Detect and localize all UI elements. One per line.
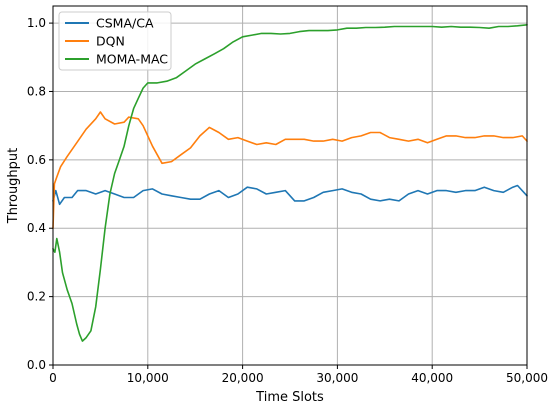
series-line-moma-mac: [52, 24, 528, 342]
legend-label-dqn: DQN: [96, 34, 125, 49]
y-tick-label: 0.2: [27, 290, 46, 304]
x-tick-label: 0: [49, 371, 57, 385]
legend-box: [58, 11, 172, 71]
y-tick-label: 1.0: [27, 16, 46, 30]
y-tick-label: 0.0: [27, 358, 46, 372]
y-tick-label: 0.8: [27, 84, 46, 98]
x-axis-label: Time Slots: [255, 390, 324, 405]
legend-label-moma-mac: MOMA-MAC: [96, 52, 168, 67]
x-tick-label: 20,000: [222, 371, 264, 385]
x-tick-label: 50,000: [506, 371, 548, 385]
y-axis-ticks: 0.0 0.2 0.4 0.6 0.8 1.0: [27, 16, 53, 372]
x-tick-label: 10,000: [127, 371, 169, 385]
y-axis-label: Throughput: [6, 148, 21, 225]
y-tick-label: 0.6: [27, 153, 46, 167]
series-line-dqn: [52, 111, 528, 229]
legend: CSMA/CA DQN MOMA-MAC: [58, 11, 172, 71]
y-tick-label: 0.4: [27, 221, 46, 235]
x-tick-label: 30,000: [316, 371, 358, 385]
series-line-csma-ca: [52, 184, 528, 206]
x-tick-label: 40,000: [411, 371, 453, 385]
series-layer: [52, 24, 528, 342]
legend-label-csma-ca: CSMA/CA: [96, 16, 154, 31]
x-axis-ticks: 0 10,000 20,000 30,000 40,000 50,000: [49, 365, 548, 385]
plot-frame: [52, 5, 528, 366]
